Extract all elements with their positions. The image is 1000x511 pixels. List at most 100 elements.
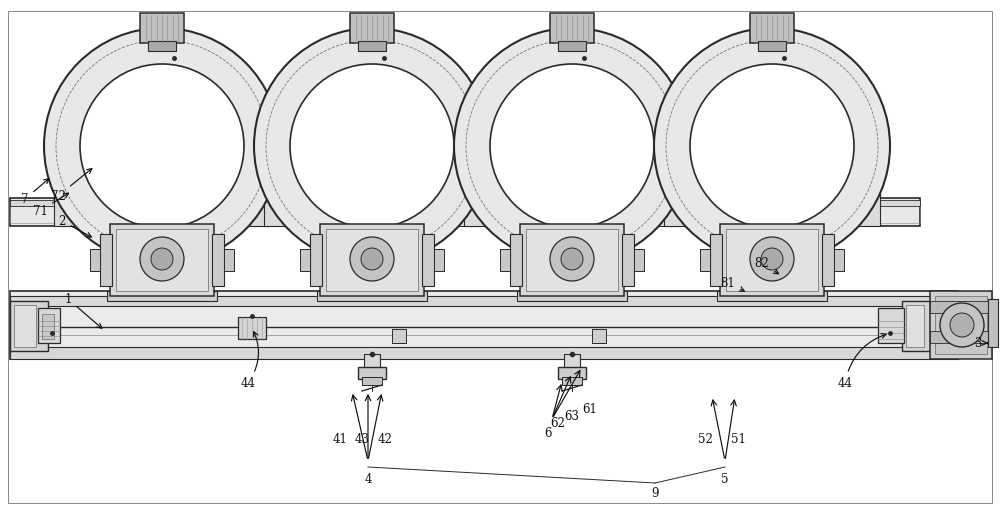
Bar [140,13,184,43]
Circle shape [140,237,184,281]
Bar [592,329,606,343]
Bar [148,41,176,51]
Bar [14,305,36,347]
Bar [100,234,112,286]
Text: 82: 82 [755,257,779,274]
Bar [10,347,958,359]
Text: 52: 52 [698,432,712,446]
Bar [358,41,386,51]
Bar [264,188,300,226]
Bar [317,291,427,301]
Circle shape [950,313,974,337]
Bar [526,229,618,291]
Text: 6: 6 [544,427,552,439]
Circle shape [350,237,394,281]
Bar [72,198,252,207]
Bar [634,249,644,271]
Bar [42,314,54,339]
Bar [107,291,217,301]
Circle shape [44,28,280,264]
Bar [834,249,844,271]
Bar [320,224,424,296]
Text: 7: 7 [21,179,49,205]
Bar [10,291,958,359]
Bar [310,234,322,286]
Bar [550,13,594,43]
Circle shape [361,248,383,270]
Bar [326,229,418,291]
Bar [362,377,382,385]
Text: 41: 41 [333,432,347,446]
Bar [906,305,924,347]
Bar [152,224,172,296]
Circle shape [151,248,173,270]
Bar [632,201,650,226]
Bar [644,188,680,226]
Bar [930,291,992,359]
Bar [222,201,240,226]
Bar [710,234,722,286]
Bar [558,41,586,51]
Text: 43: 43 [355,432,370,446]
Text: 71: 71 [33,193,69,218]
Bar [364,354,380,369]
Text: 44: 44 [241,332,258,389]
Bar [224,249,234,271]
Bar [622,234,634,286]
Bar [464,188,500,226]
Bar [714,202,830,216]
Bar [757,224,787,296]
Bar [212,234,224,286]
Bar [988,299,998,347]
Bar [282,198,462,207]
Bar [700,249,710,271]
Bar [758,41,786,51]
Circle shape [750,237,794,281]
Bar [878,308,904,343]
Bar [930,301,992,313]
Text: 61: 61 [583,403,597,415]
Text: 9: 9 [651,486,659,499]
Text: 1: 1 [64,292,102,329]
Bar [682,198,862,207]
Bar [90,249,100,271]
Bar [350,13,394,43]
Bar [726,229,818,291]
Text: 5: 5 [721,473,729,485]
Bar [84,201,102,226]
Bar [267,181,477,201]
Bar [422,234,434,286]
Bar [314,202,430,216]
Bar [392,329,406,343]
Bar [294,201,312,226]
Circle shape [254,28,490,264]
Circle shape [80,64,244,228]
Bar [104,202,220,216]
Bar [10,198,920,226]
Bar [357,224,387,296]
Bar [664,188,700,226]
Bar [434,249,444,271]
Bar [822,234,834,286]
Bar [750,13,794,43]
Bar [844,188,880,226]
Bar [467,181,677,201]
Bar [694,201,712,226]
Bar [10,297,958,353]
Bar [667,181,877,201]
Bar [517,291,627,301]
Bar [482,198,662,207]
Bar [57,181,267,201]
Bar [358,367,386,379]
Text: 42: 42 [378,432,392,446]
Bar [902,301,930,351]
Bar [717,291,827,301]
Bar [557,224,587,296]
Bar [564,354,580,369]
Circle shape [454,28,690,264]
Text: 63: 63 [564,409,580,423]
Circle shape [490,64,654,228]
Text: 44: 44 [837,334,886,389]
Bar [10,200,920,206]
Bar [832,201,850,226]
